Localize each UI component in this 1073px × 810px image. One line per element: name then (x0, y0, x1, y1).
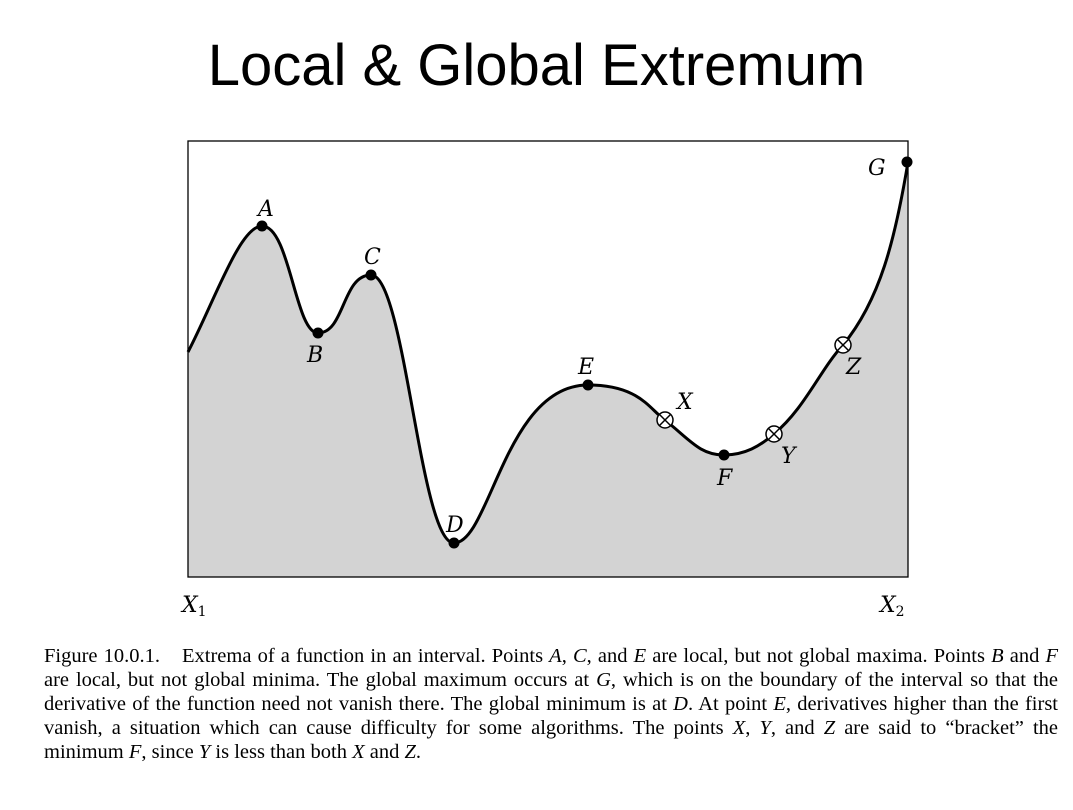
caption-text: and (1003, 645, 1046, 667)
caption-text: are local, but not global maxima. Points (646, 645, 992, 667)
caption-text: . (415, 741, 422, 763)
point-y-marker (765, 425, 783, 443)
point-y-label: Y (781, 444, 798, 469)
caption-var: A (549, 645, 562, 667)
caption-var: E (633, 645, 647, 667)
figure-number: Figure 10.0.1. (44, 645, 161, 667)
figure-frame (187, 140, 909, 578)
point-e-marker (582, 379, 594, 391)
extrema-figure: A B C D E F G X Y Z X1 X2 (180, 140, 913, 620)
caption-text: is less than both (210, 741, 353, 763)
caption-var: X (352, 741, 365, 763)
caption-text: , derivatives higher than the first vani… (44, 693, 1058, 739)
caption-var: Z (404, 741, 416, 763)
caption-text: . At point (687, 693, 774, 715)
point-d-label: D (445, 513, 464, 538)
point-g-marker (901, 156, 913, 168)
point-c-marker (365, 269, 377, 281)
point-b-label: B (306, 343, 323, 368)
point-d-marker (448, 537, 460, 549)
caption-var: Y (198, 741, 211, 763)
interval-start-label: X1 (180, 593, 207, 620)
interval-start-var: X (180, 593, 199, 618)
point-b-marker (312, 327, 324, 339)
caption-text: and (364, 741, 405, 763)
point-a-marker (256, 220, 268, 232)
caption-var: Y (759, 717, 771, 739)
interval-start-sub: 1 (198, 604, 207, 620)
caption-text: , (745, 717, 760, 739)
point-a-label: A (256, 197, 274, 222)
caption-var: Z (823, 717, 836, 739)
caption-text: Extrema of a function in an interval. Po… (182, 645, 550, 667)
caption-text: , and (770, 717, 824, 739)
point-x-marker (656, 411, 674, 429)
point-z-marker (834, 336, 852, 354)
area-under-curve (188, 162, 908, 577)
interval-end-label: X2 (878, 593, 905, 620)
function-curve (186, 161, 910, 545)
interval-end-sub: 2 (896, 604, 905, 620)
caption-var: X (732, 717, 746, 739)
caption-text: , (561, 645, 573, 667)
caption-var: E (773, 693, 786, 715)
caption-text: , which is on the boundary of the interv… (44, 669, 1058, 715)
caption-text: , since (141, 741, 199, 763)
caption-var: F (128, 741, 142, 763)
point-x-label: X (675, 390, 694, 415)
point-g-label: G (868, 156, 886, 181)
slide-title: Local & Global Extremum (207, 33, 866, 98)
interval-end-var: X (878, 593, 897, 618)
caption-var: F (1045, 645, 1058, 667)
point-f-label: F (716, 466, 733, 491)
point-e-label: E (577, 355, 594, 380)
caption-text: are local, but not global minima. The gl… (44, 669, 597, 691)
caption-var: D (673, 693, 688, 715)
point-f-marker (718, 449, 730, 461)
figure-caption: Figure 10.0.1. Extrema of a function in a… (44, 644, 1058, 764)
caption-text: are said to “bracket” the minimum (44, 717, 1058, 763)
caption-var: B (991, 645, 1004, 667)
caption-var: G (596, 669, 611, 691)
caption-var: C (572, 645, 587, 667)
point-c-label: C (364, 245, 381, 270)
caption-text: , and (586, 645, 634, 667)
point-z-label: Z (845, 355, 862, 380)
